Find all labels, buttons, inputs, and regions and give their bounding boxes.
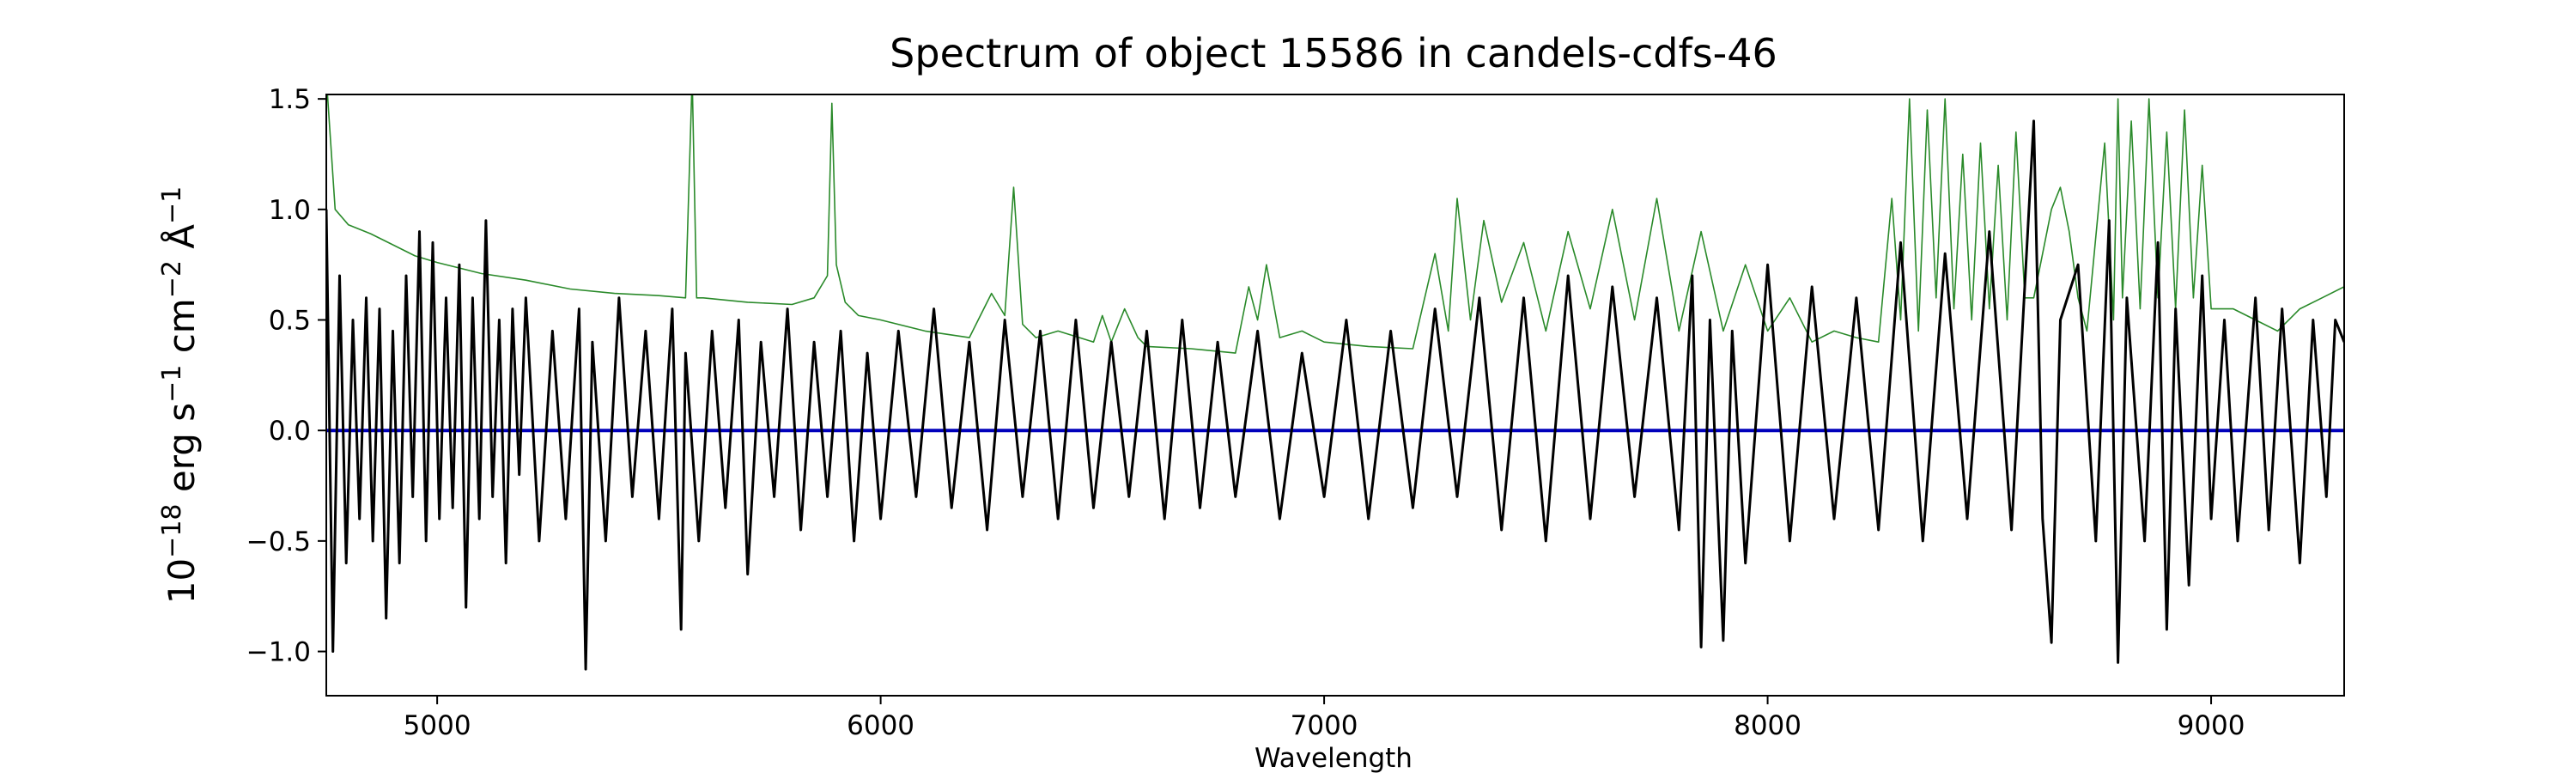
- x-tick-label: 6000: [847, 710, 914, 741]
- x-tick-label: 5000: [404, 710, 471, 741]
- y-tick-label: −1.0: [246, 637, 311, 668]
- y-axis-label-base: 10: [161, 558, 203, 604]
- y-axis-label-exp-1: −18: [157, 504, 187, 558]
- y-tick-label: 1.0: [269, 195, 311, 226]
- y-axis-label-erg: erg s: [161, 403, 203, 504]
- y-axis-label-exp-3: −2: [157, 260, 187, 298]
- y-tick-label: 0.5: [269, 306, 311, 337]
- series-layer: [326, 94, 2344, 671]
- plot-frame: [325, 94, 2345, 697]
- y-tick-label: −0.5: [246, 526, 311, 557]
- y-tick-label: 0.0: [269, 416, 311, 447]
- y-ticks: −1.0 −0.5 0.0 0.5 1.0 1.5: [246, 84, 326, 668]
- x-tick-label: 8000: [1734, 710, 1801, 741]
- x-tick-label: 9000: [2178, 710, 2245, 741]
- y-axis-label-cm: cm: [161, 298, 203, 364]
- x-ticks: 5000 6000 7000 8000 9000: [404, 696, 2245, 741]
- y-tick-label: 1.5: [269, 84, 311, 115]
- y-axis-label-angstrom: Å: [160, 224, 203, 260]
- y-axis-label: 10−18 erg s−1 cm−2 Å−1: [157, 186, 203, 605]
- error-series-line: [326, 94, 2344, 354]
- chart-title: Spectrum of object 15586 in candels-cdfs…: [890, 30, 1777, 76]
- x-tick-label: 7000: [1291, 710, 1358, 741]
- y-axis-label-exp-4: −1: [157, 186, 187, 224]
- flux-series-line: [326, 119, 2344, 671]
- y-axis-label-exp-2: −1: [157, 365, 187, 403]
- x-axis-label: Wavelength: [1255, 743, 1413, 773]
